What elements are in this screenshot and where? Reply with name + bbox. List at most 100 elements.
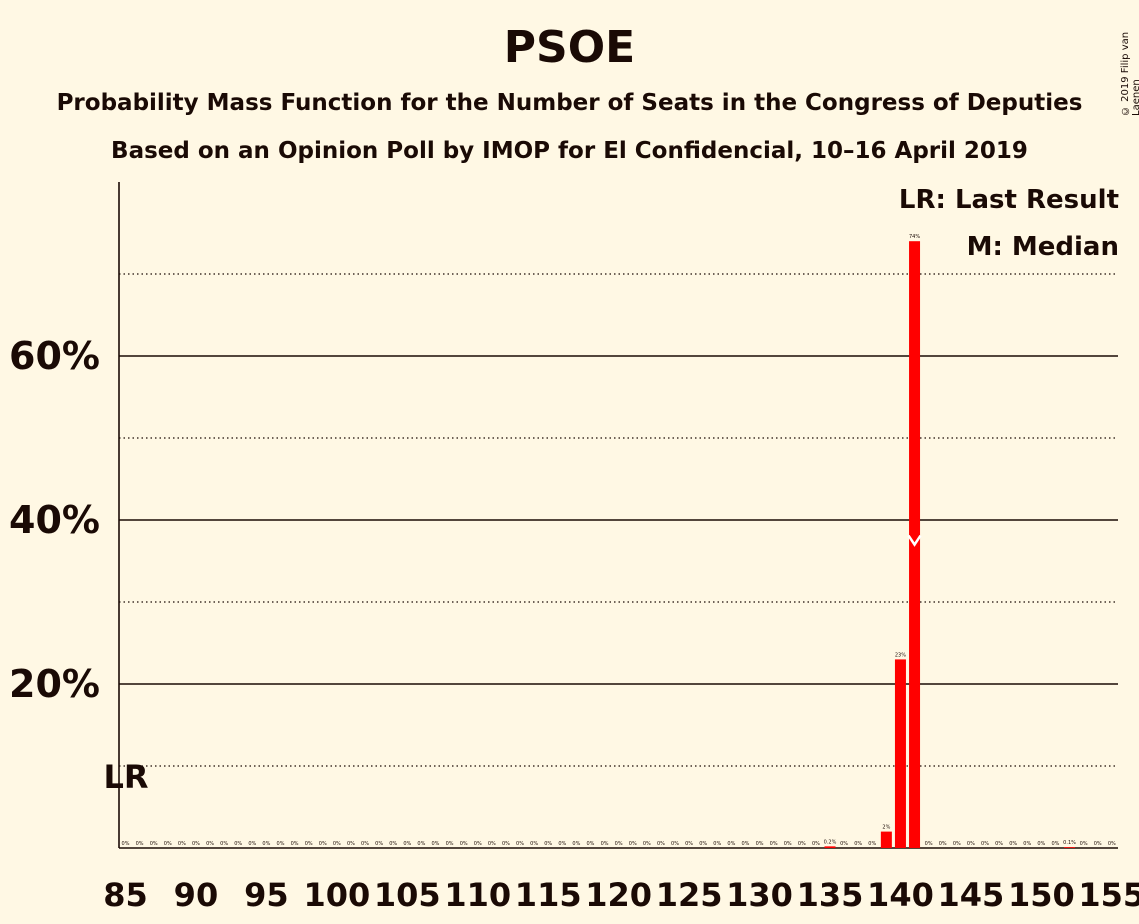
bar-value-label: 0% (403, 841, 411, 847)
bar-value-label: 0% (291, 841, 299, 847)
bar-value-label: 0% (981, 841, 989, 847)
bar-value-label: 0% (178, 841, 186, 847)
bar-value-label: 0% (474, 841, 482, 847)
bar-value-label: 0% (446, 841, 454, 847)
bar-value-label: 0% (572, 841, 580, 847)
chart-subtitle: Probability Mass Function for the Number… (56, 90, 1083, 116)
bar-value-label: 0% (417, 841, 425, 847)
bar-value-label: 23% (895, 652, 906, 658)
x-tick-label: 115 (515, 876, 582, 914)
bar-value-label: 0% (812, 841, 820, 847)
bar-seat-139 (880, 831, 892, 848)
bar-value-label: 0% (347, 841, 355, 847)
bar-value-label: 0% (389, 841, 397, 847)
legend-median: M: Median (966, 232, 1119, 262)
bar-value-label: 0% (713, 841, 721, 847)
bar-value-label: 0% (502, 841, 510, 847)
x-tick-label: 95 (244, 876, 289, 914)
legend-last-result: LR: Last Result (898, 185, 1119, 215)
bar-value-label: 0% (1037, 841, 1045, 847)
bar-value-label: 0% (460, 841, 468, 847)
bar-value-label: 0% (629, 841, 637, 847)
bar-value-label: 0% (995, 841, 1003, 847)
bar-value-label: 0% (854, 841, 862, 847)
bar-value-label: 0.1% (1063, 840, 1076, 846)
bar-value-label: 0% (1094, 841, 1102, 847)
bar-value-label: 0% (671, 841, 679, 847)
bar-value-label: 0% (1051, 841, 1059, 847)
bar-seat-135 (824, 846, 836, 848)
bar-value-label: 0% (432, 841, 440, 847)
bar-value-label: 0% (798, 841, 806, 847)
x-tick-label: 150 (1008, 876, 1075, 914)
bar-seat-140 (894, 659, 906, 848)
bar-value-label: 0% (375, 841, 383, 847)
x-tick-label: 130 (726, 876, 793, 914)
bar-value-label: 0% (333, 841, 341, 847)
bar-value-label: 0% (727, 841, 735, 847)
bar-value-label: 0% (939, 841, 947, 847)
bar-value-label: 0% (516, 841, 524, 847)
last-result-marker: LR (103, 758, 148, 796)
bar-value-label: 0% (1108, 841, 1116, 847)
bar-value-label: 0% (699, 841, 707, 847)
bar-value-label: 0% (1080, 841, 1088, 847)
bar-value-label: 0% (530, 841, 538, 847)
chart-subtitle-source: Based on an Opinion Poll by IMOP for El … (111, 138, 1028, 164)
bar-value-label: 0% (305, 841, 313, 847)
y-tick-label: 40% (9, 498, 100, 542)
bar-value-label: 0% (953, 841, 961, 847)
bar-value-label: 0% (925, 841, 933, 847)
bar-value-label: 0% (1023, 841, 1031, 847)
median-marker (907, 534, 922, 547)
bar-value-label: 0% (685, 841, 693, 847)
bar-value-label: 0% (192, 841, 200, 847)
bar-value-label: 2% (882, 825, 890, 831)
bar-seat-152 (1064, 847, 1076, 848)
bar-value-label: 0% (558, 841, 566, 847)
bar-value-label: 0% (840, 841, 848, 847)
bar-value-label: 0% (741, 841, 749, 847)
x-tick-label: 125 (656, 876, 723, 914)
bar-value-label: 0% (150, 841, 158, 847)
x-tick-label: 90 (174, 876, 219, 914)
bar-value-label: 0% (206, 841, 214, 847)
bar-value-label: 0% (220, 841, 228, 847)
bar-value-label: 0% (136, 841, 144, 847)
bar-value-label: 0% (234, 841, 242, 847)
y-tick-label: 20% (9, 662, 100, 706)
x-tick-label: 140 (867, 876, 934, 914)
bar-value-label: 0% (488, 841, 496, 847)
bar-value-label: 0% (770, 841, 778, 847)
x-tick-label: 85 (103, 876, 148, 914)
bar-value-label: 0% (657, 841, 665, 847)
bar-value-label: 0% (643, 841, 651, 847)
bar-value-label: 0% (248, 841, 256, 847)
bar-value-label: 0% (967, 841, 975, 847)
x-tick-label: 105 (374, 876, 441, 914)
x-tick-label: 120 (585, 876, 652, 914)
bar-value-label: 0% (262, 841, 270, 847)
chart-title: PSOE (503, 22, 636, 73)
y-tick-label: 60% (9, 334, 100, 378)
bar-value-label: 0% (615, 841, 623, 847)
bar-value-label: 0% (164, 841, 172, 847)
bar-value-label: 0% (868, 841, 876, 847)
x-tick-label: 145 (938, 876, 1005, 914)
bar-value-label: 0.2% (824, 839, 837, 845)
bar-value-label: 0% (361, 841, 369, 847)
x-tick-label: 135 (797, 876, 864, 914)
bar-value-label: 0% (587, 841, 595, 847)
bar-value-label: 0% (784, 841, 792, 847)
x-tick-label: 155 (1078, 876, 1139, 914)
bar-value-label: 0% (601, 841, 609, 847)
bar-value-label: 74% (909, 234, 920, 240)
bar-value-label: 0% (1009, 841, 1017, 847)
x-tick-label: 100 (303, 876, 370, 914)
bar-value-label: 0% (544, 841, 552, 847)
bar-value-label: 0% (756, 841, 764, 847)
bar-value-label: 0% (277, 841, 285, 847)
bar-value-label: 0% (319, 841, 327, 847)
x-tick-label: 110 (444, 876, 511, 914)
